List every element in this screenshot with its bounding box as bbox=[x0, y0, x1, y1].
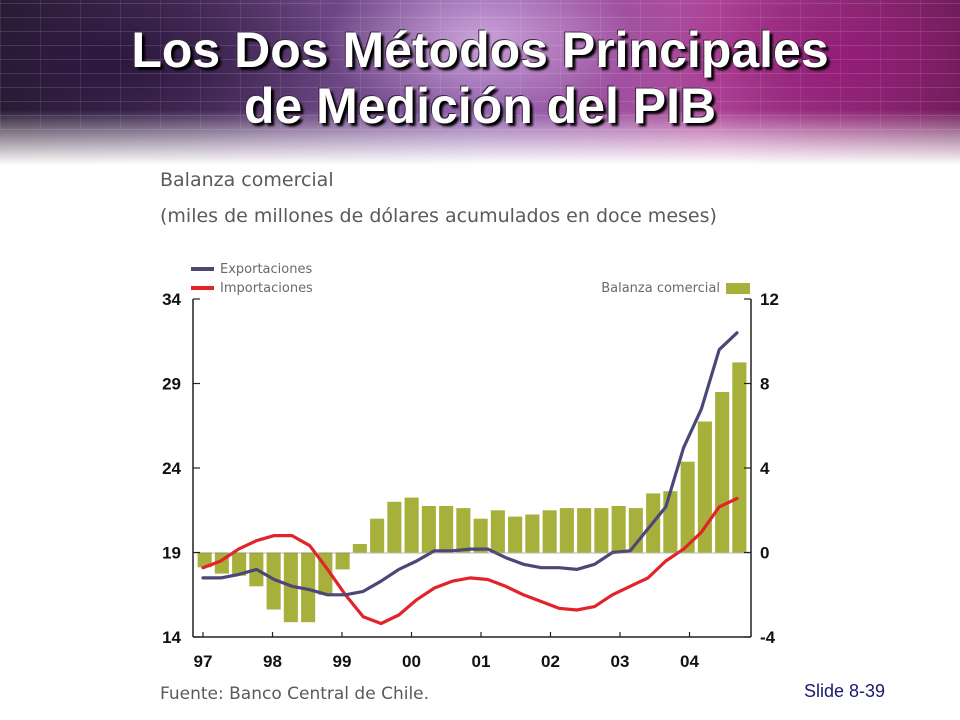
left-axis-tick-label: 14 bbox=[162, 628, 181, 647]
slide-title-line2: de Medición del PIB bbox=[243, 78, 717, 134]
right-axis-tick-label: 0 bbox=[760, 544, 769, 563]
x-axis-tick-label: 98 bbox=[263, 652, 282, 671]
title-banner bbox=[0, 0, 960, 165]
banner-texture bbox=[0, 0, 960, 130]
axes-layer: 34 29 24 19 14 12 8 4 0 -4 97 98 99 00 01 02 03 04 bbox=[162, 290, 779, 671]
balance-bar bbox=[611, 506, 626, 553]
balance-bar bbox=[594, 508, 609, 553]
balance-bar bbox=[232, 552, 247, 576]
right-axis-tick-label: -4 bbox=[760, 628, 776, 647]
balance-bar bbox=[508, 516, 523, 553]
balance-bar bbox=[335, 552, 350, 570]
slide-title-line1: Los Dos Métodos Principales bbox=[131, 22, 829, 78]
legend-balance-label: Balanza comercial bbox=[601, 281, 720, 296]
balance-bar bbox=[542, 510, 557, 553]
balance-bar bbox=[439, 506, 454, 553]
x-axis-tick-label: 03 bbox=[611, 652, 630, 671]
balance-bar bbox=[473, 518, 488, 553]
balance-bar bbox=[715, 392, 730, 553]
balance-bar bbox=[663, 491, 678, 553]
legend-exports-label: Exportaciones bbox=[220, 262, 312, 277]
balance-bar bbox=[387, 501, 402, 553]
legend-balance-swatch bbox=[726, 283, 750, 294]
balance-bar bbox=[559, 508, 574, 553]
balance-bar bbox=[732, 362, 747, 553]
right-axis-tick-label: 4 bbox=[760, 459, 770, 478]
left-axis-tick-label: 29 bbox=[162, 375, 181, 394]
balance-bar bbox=[370, 518, 385, 553]
x-axis-tick-label: 99 bbox=[333, 652, 352, 671]
right-axis-tick-label: 8 bbox=[760, 375, 769, 394]
left-axis-tick-label: 19 bbox=[162, 544, 181, 563]
balance-bar bbox=[421, 506, 436, 553]
slide-number: Slide 8-39 bbox=[804, 681, 886, 701]
left-axis-tick-label: 34 bbox=[162, 290, 181, 309]
x-axis-tick-label: 01 bbox=[472, 652, 491, 671]
balance-bar bbox=[301, 552, 316, 623]
left-axis-tick-label: 24 bbox=[162, 459, 181, 478]
balance-bar bbox=[404, 497, 419, 553]
right-axis-tick-label: 12 bbox=[760, 290, 779, 309]
x-axis-tick-label: 97 bbox=[194, 652, 213, 671]
balance-bar bbox=[490, 510, 505, 553]
legend-imports-label: Importaciones bbox=[220, 281, 313, 296]
source-note: Fuente: Banco Central de Chile. bbox=[160, 684, 430, 704]
balance-bar bbox=[680, 461, 695, 553]
x-axis-tick-label: 02 bbox=[541, 652, 560, 671]
legend: Exportaciones Importaciones Balanza comerc… bbox=[191, 262, 750, 296]
chart-title: Balanza comercial bbox=[160, 169, 334, 191]
slide-title: Los Dos Métodos Principales de Medición … bbox=[0, 22, 960, 134]
exports-line bbox=[201, 331, 739, 597]
lines-layer bbox=[201, 331, 739, 626]
balance-bar bbox=[197, 552, 212, 568]
x-axis-tick-label: 00 bbox=[402, 652, 421, 671]
balance-bar bbox=[577, 508, 592, 553]
chart-subtitle: (miles de millones de dólares acumulados… bbox=[160, 205, 717, 227]
balance-bar bbox=[456, 508, 471, 553]
balance-bar bbox=[352, 544, 367, 553]
x-axis-tick-label: 04 bbox=[680, 652, 699, 671]
imports-line bbox=[201, 496, 739, 626]
balance-bar bbox=[525, 514, 540, 553]
